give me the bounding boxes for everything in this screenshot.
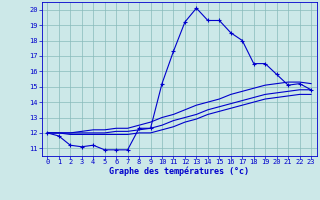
X-axis label: Graphe des températures (°c): Graphe des températures (°c) [109,167,249,176]
